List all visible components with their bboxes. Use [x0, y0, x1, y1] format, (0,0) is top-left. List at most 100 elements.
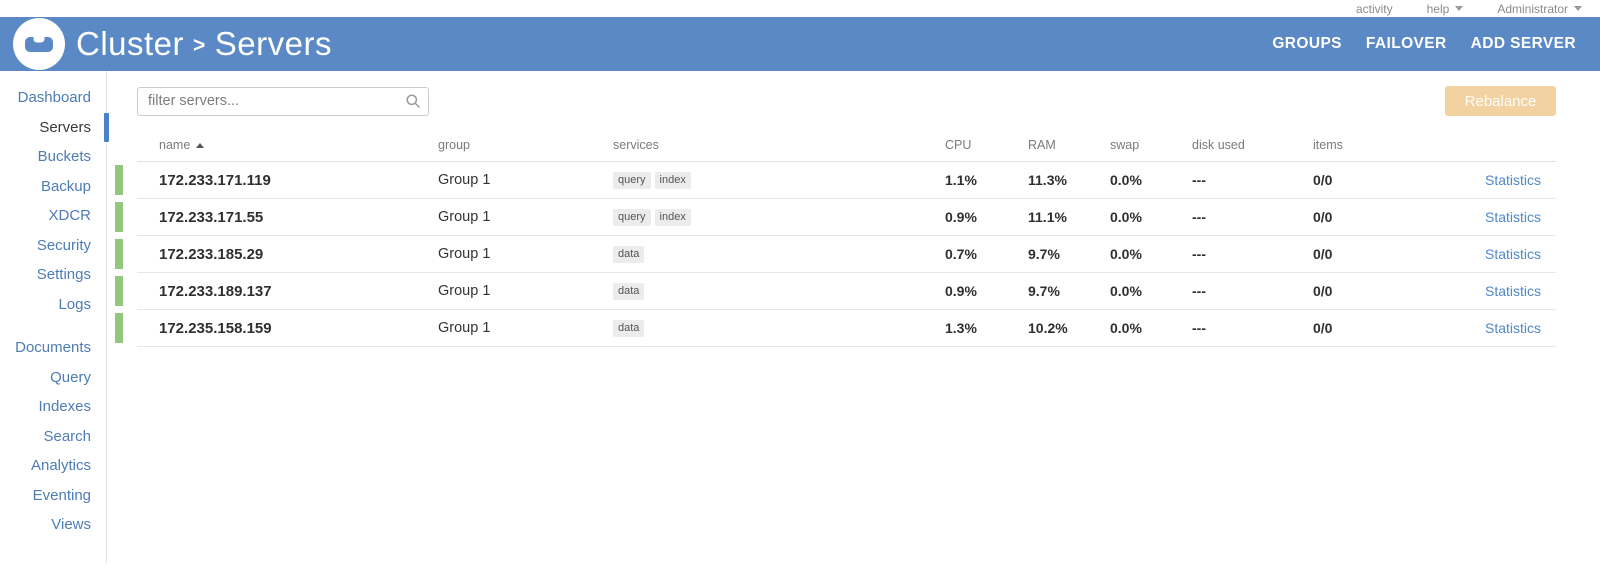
header-action-failover[interactable]: FAILOVER: [1365, 35, 1447, 52]
column-header-name-label: name: [159, 138, 191, 152]
filter-wrap: [137, 86, 429, 116]
help-menu[interactable]: help: [1427, 2, 1464, 16]
sidebar-item-views[interactable]: Views: [51, 516, 91, 533]
sidebar-item-servers[interactable]: Servers: [0, 112, 109, 143]
server-status-healthy-indicator: [115, 202, 123, 232]
couchbase-logo-icon: [13, 18, 65, 70]
filter-servers-input[interactable]: [137, 86, 429, 116]
header-actions: GROUPS FAILOVER ADD SERVER: [1272, 35, 1576, 53]
server-disk-used: ---: [1192, 209, 1206, 225]
server-status-healthy-indicator: [115, 313, 123, 343]
server-ram: 10.2%: [1028, 320, 1068, 336]
server-cpu: 0.7%: [945, 246, 977, 262]
statistics-link[interactable]: Statistics: [1484, 319, 1541, 336]
server-services: data: [613, 319, 945, 337]
rebalance-button[interactable]: Rebalance: [1445, 86, 1556, 116]
server-services: data: [613, 282, 945, 300]
sidebar-item-settings[interactable]: Settings: [36, 266, 91, 283]
server-items: 0/0: [1313, 209, 1333, 225]
header-action-groups[interactable]: GROUPS: [1272, 35, 1342, 52]
server-status-healthy-indicator: [115, 165, 123, 195]
table-row[interactable]: 172.235.158.159 Group 1 data 1.3% 10.2% …: [115, 310, 1556, 347]
sidebar-group-cluster: Dashboard Servers Buckets Backup XDCR Securit…: [0, 83, 109, 319]
sidebar: Dashboard Servers Buckets Backup XDCR Securit…: [0, 71, 109, 563]
server-status-healthy-indicator: [115, 276, 123, 306]
server-swap: 0.0%: [1110, 283, 1142, 299]
sidebar-item-eventing[interactable]: Eventing: [32, 486, 91, 504]
server-rows: 172.233.171.119 Group 1 query index 1.1% …: [115, 162, 1556, 347]
statistics-link[interactable]: Statistics: [1484, 245, 1541, 262]
server-name: 172.233.171.55: [115, 202, 438, 232]
main-content: Rebalance name group services CPU RAM sw…: [115, 71, 1556, 347]
utility-bar: activity help Administrator: [0, 0, 1600, 17]
service-badge-query: query: [613, 209, 651, 226]
column-header-swap[interactable]: swap: [1110, 138, 1140, 152]
server-services: data: [613, 245, 945, 263]
server-name: 172.235.158.159: [115, 313, 438, 343]
server-ram: 11.1%: [1028, 209, 1067, 225]
chevron-right-icon: >: [193, 33, 206, 57]
server-cpu: 0.9%: [945, 209, 977, 225]
sidebar-item-analytics[interactable]: Analytics: [30, 457, 91, 474]
help-menu-label: help: [1426, 1, 1450, 16]
column-header-services[interactable]: services: [613, 138, 659, 152]
sidebar-item-backup[interactable]: Backup: [40, 177, 91, 195]
server-swap: 0.0%: [1110, 209, 1142, 225]
service-badge-index: index: [654, 172, 691, 189]
sidebar-item-indexes[interactable]: Indexes: [38, 398, 91, 415]
activity-link[interactable]: activity: [1355, 1, 1393, 16]
server-services: query index: [613, 208, 945, 226]
server-disk-used: ---: [1192, 246, 1206, 262]
breadcrumb: Cluster > Servers: [76, 25, 332, 63]
chevron-down-icon: [1574, 6, 1582, 11]
column-header-cpu[interactable]: CPU: [945, 138, 972, 152]
server-name: 172.233.185.29: [115, 239, 438, 269]
service-badge-data: data: [613, 283, 645, 300]
server-disk-used: ---: [1192, 320, 1206, 336]
server-status-healthy-indicator: [115, 239, 123, 269]
sidebar-item-buckets[interactable]: Buckets: [37, 148, 91, 165]
column-header-name[interactable]: name: [159, 138, 438, 152]
server-swap: 0.0%: [1110, 246, 1142, 262]
server-disk-used: ---: [1192, 283, 1206, 299]
sidebar-item-dashboard[interactable]: Dashboard: [17, 89, 91, 106]
statistics-link[interactable]: Statistics: [1484, 171, 1541, 188]
server-name: 172.233.171.119: [115, 165, 438, 195]
breadcrumb-servers: Servers: [214, 25, 332, 62]
column-header-group[interactable]: group: [438, 138, 470, 152]
statistics-link[interactable]: Statistics: [1484, 282, 1541, 299]
chevron-down-icon: [1455, 6, 1464, 11]
table-row[interactable]: 172.233.189.137 Group 1 data 0.9% 9.7% 0…: [115, 273, 1556, 310]
server-cpu: 1.3%: [945, 320, 977, 336]
sidebar-item-security[interactable]: Security: [36, 236, 91, 254]
server-items: 0/0: [1313, 172, 1333, 188]
table-row[interactable]: 172.233.171.119 Group 1 query index 1.1% …: [115, 162, 1556, 199]
column-header-items[interactable]: items: [1313, 138, 1343, 152]
service-badge-data: data: [613, 246, 645, 263]
sidebar-item-documents[interactable]: Documents: [15, 339, 91, 356]
table-row[interactable]: 172.233.185.29 Group 1 data 0.7% 9.7% 0.…: [115, 236, 1556, 273]
column-header-ram[interactable]: RAM: [1028, 138, 1056, 152]
column-header-disk-used[interactable]: disk used: [1192, 138, 1245, 152]
server-items: 0/0: [1313, 246, 1333, 262]
sidebar-item-query[interactable]: Query: [50, 368, 91, 386]
header-action-add-server[interactable]: ADD SERVER: [1470, 35, 1576, 52]
server-group: Group 1: [438, 246, 491, 262]
user-menu[interactable]: Administrator: [1497, 2, 1582, 16]
server-ram: 11.3%: [1028, 172, 1067, 188]
server-ram: 9.7%: [1028, 283, 1060, 299]
server-group: Group 1: [438, 283, 491, 299]
service-badge-index: index: [654, 209, 691, 226]
statistics-link[interactable]: Statistics: [1484, 208, 1541, 225]
app-header: Cluster > Servers GROUPS FAILOVER ADD SERV…: [0, 17, 1600, 71]
server-name: 172.233.189.137: [115, 276, 438, 306]
servers-table: name group services CPU RAM swap disk us…: [115, 129, 1556, 347]
sidebar-item-logs[interactable]: Logs: [58, 295, 91, 313]
sidebar-item-xdcr[interactable]: XDCR: [48, 207, 91, 224]
server-items: 0/0: [1313, 283, 1333, 299]
sort-asc-icon: [196, 142, 205, 148]
user-menu-label: Administrator: [1497, 1, 1568, 16]
sidebar-item-search[interactable]: Search: [43, 427, 91, 445]
table-row[interactable]: 172.233.171.55 Group 1 query index 0.9% 1…: [115, 199, 1556, 236]
server-group: Group 1: [438, 320, 491, 336]
